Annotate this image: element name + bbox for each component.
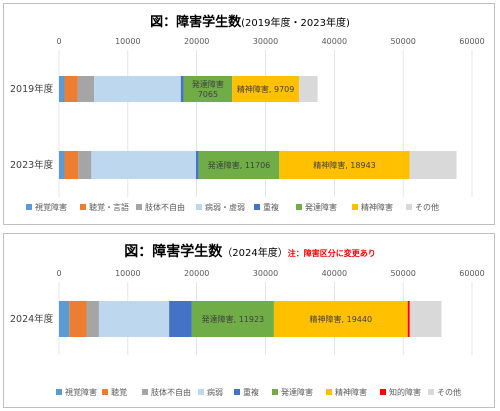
chart-title: 図：障害学生数（2024年度）注：障害区分に変更あり [124,243,375,260]
data-label: 発達障害 [192,79,224,89]
legend-entry: 病弱・虚弱 [205,202,245,212]
chart-subtitle: (2019年度・2023年度) [241,16,350,29]
bar-segment [64,76,78,102]
legend-swatch [234,389,240,395]
bar-segment [299,76,318,102]
chart-title-main: 図：障害学生数 [124,243,223,260]
bar-segment [169,301,192,337]
legend-swatch [102,389,108,395]
bar-segment [59,151,65,179]
category-label: 2019年度 [10,83,54,95]
x-tick-label: 60000 [459,37,484,46]
bar-segment [407,301,410,337]
chart-2019-2023: 図：障害学生数(2019年度・2023年度) 0 10000 20000 30000 40… [10,14,485,212]
legend-swatch [406,204,412,210]
x-tick-label: 30000 [253,269,278,278]
legend-entry: 精神障害 [361,202,393,212]
x-tick-label: 20000 [184,269,209,278]
x-tick-label: 10000 [115,37,140,46]
legend-swatch [196,204,202,210]
legend-entry: その他 [415,202,439,212]
bar-segment [98,301,170,337]
bar-segment [59,76,65,102]
legend-swatch [254,204,260,210]
legend-swatch [80,204,86,210]
category-label: 2024年度 [10,313,54,325]
chart-subtitle: （2024年度） [222,246,287,259]
x-tick-label: 40000 [322,269,347,278]
bar-segment [77,76,95,102]
legend-entry: 肢体不自由 [145,202,185,212]
legend-entry: 重複 [263,202,279,212]
x-tick-label: 30000 [253,37,278,46]
legend-entry: その他 [437,387,461,397]
legend-entry: 重複 [243,387,259,397]
bar-segment [64,151,79,179]
legend-entry: 視覚障害 [35,202,67,212]
category-label: 2023年度 [10,159,54,171]
data-label: 精神障害, 18943 [313,160,376,170]
legend-swatch [428,389,434,395]
chart-2024: 図：障害学生数（2024年度）注：障害区分に変更あり 0 10000 20000 300… [10,243,485,397]
data-label: 発達障害, 11706 [208,160,271,170]
data-label: 精神障害, 19440 [310,314,373,324]
legend-swatch [326,389,332,395]
bar-segment [198,151,280,179]
chart-panel-2019-2023: 図：障害学生数(2019年度・2023年度) 0 10000 20000 30000 40… [3,3,495,225]
legend-entry: 聴覚・言語 [89,202,129,212]
bar-segment [273,301,408,337]
legend-swatch [142,389,148,395]
legend-swatch [272,389,278,395]
legend-entry: 精神障害 [335,387,367,397]
bar-segment [409,301,442,337]
x-tick-label: 20000 [184,37,209,46]
bar-segment [59,301,70,337]
chart-panel-2024: 図：障害学生数（2024年度）注：障害区分に変更あり 0 10000 20000 300… [3,233,495,408]
bar-segment [180,76,184,102]
legend-entry: 病弱 [207,387,223,397]
legend-swatch [198,389,204,395]
data-label: 発達障害, 11923 [202,314,265,324]
legend-swatch [352,204,358,210]
legend-swatch [26,204,32,210]
legend-swatch [296,204,302,210]
x-tick-label: 10000 [115,269,140,278]
x-tick-label: 50000 [390,269,415,278]
legend-entry: 知的障害 [389,387,421,397]
bar-segment [409,151,457,179]
x-tick-label: 0 [56,269,61,278]
bar-segment [279,151,410,179]
bar-segment [91,151,196,179]
bar-segment [69,301,87,337]
bar-segment [183,76,233,102]
data-label: 精神障害, 9709 [237,84,294,94]
legend-swatch [56,389,62,395]
legend-entry: 聴覚 [111,387,127,397]
chart-note: 注：障害区分に変更あり [288,248,376,258]
legend-entry: 発達障害 [281,387,313,397]
bar-segment [191,301,274,337]
chart-title-main: 図：障害学生数 [150,14,242,30]
data-label: 7065 [198,90,218,99]
bar-segment [78,151,92,179]
bar-segment [86,301,99,337]
chart-title: 図：障害学生数(2019年度・2023年度) [150,14,350,30]
bar-segment [94,76,181,102]
x-tick-label: 50000 [390,37,415,46]
legend-entry: 肢体不自由 [151,387,191,397]
bar-segment [195,151,199,179]
legend-swatch [380,389,386,395]
legend-entry: 視覚障害 [65,387,97,397]
x-tick-label: 60000 [459,269,484,278]
bar-segment [232,76,300,102]
x-tick-label: 0 [56,37,61,46]
legend-entry: 発達障害 [305,202,337,212]
x-tick-label: 40000 [322,37,347,46]
legend-swatch [136,204,142,210]
